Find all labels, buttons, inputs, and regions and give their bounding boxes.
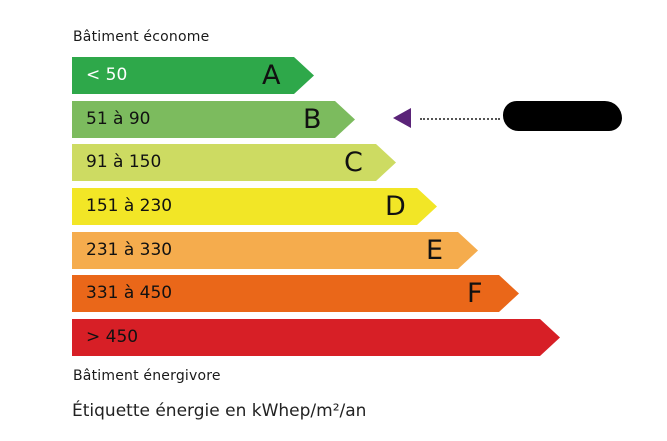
bar-shape <box>72 144 396 181</box>
class-range: 151 à 230 <box>86 196 173 216</box>
class-range: 51 à 90 <box>86 109 151 129</box>
header-label: Bâtiment économe <box>73 29 210 45</box>
class-letter: C <box>344 147 363 178</box>
redacted-value <box>503 101 622 131</box>
footer-label: Bâtiment énergivore <box>73 368 221 384</box>
energy-class-bar: 331 à 450 F <box>72 275 519 312</box>
class-range: 331 à 450 <box>86 283 173 303</box>
class-letter: A <box>262 60 281 91</box>
bar-shape <box>72 57 314 94</box>
energy-class-bar: 91 à 150 C <box>72 144 396 181</box>
energy-class-bar: > 450 <box>72 319 560 356</box>
pointer-dotted-line <box>420 118 500 120</box>
class-range: < 50 <box>86 65 128 85</box>
bar-shape <box>72 101 355 138</box>
bar-shape <box>72 188 437 225</box>
energy-class-bar: 231 à 330 E <box>72 232 478 269</box>
class-range: 91 à 150 <box>86 152 162 172</box>
bar-shape <box>72 232 478 269</box>
class-letter: F <box>467 278 483 309</box>
class-letter: D <box>385 191 406 222</box>
rating-pointer-icon <box>393 108 411 128</box>
bar-shape <box>72 275 519 312</box>
energy-class-bar: 51 à 90 B <box>72 101 355 138</box>
energy-class-bar: 151 à 230 D <box>72 188 437 225</box>
bar-shape <box>72 319 560 356</box>
caption: Étiquette énergie en kWhep/m²/an <box>72 401 367 421</box>
class-range: 231 à 330 <box>86 240 173 260</box>
class-range: > 450 <box>86 327 139 347</box>
class-letter: B <box>303 104 322 135</box>
class-letter: E <box>426 235 444 266</box>
energy-class-bar: < 50 A <box>72 57 314 94</box>
